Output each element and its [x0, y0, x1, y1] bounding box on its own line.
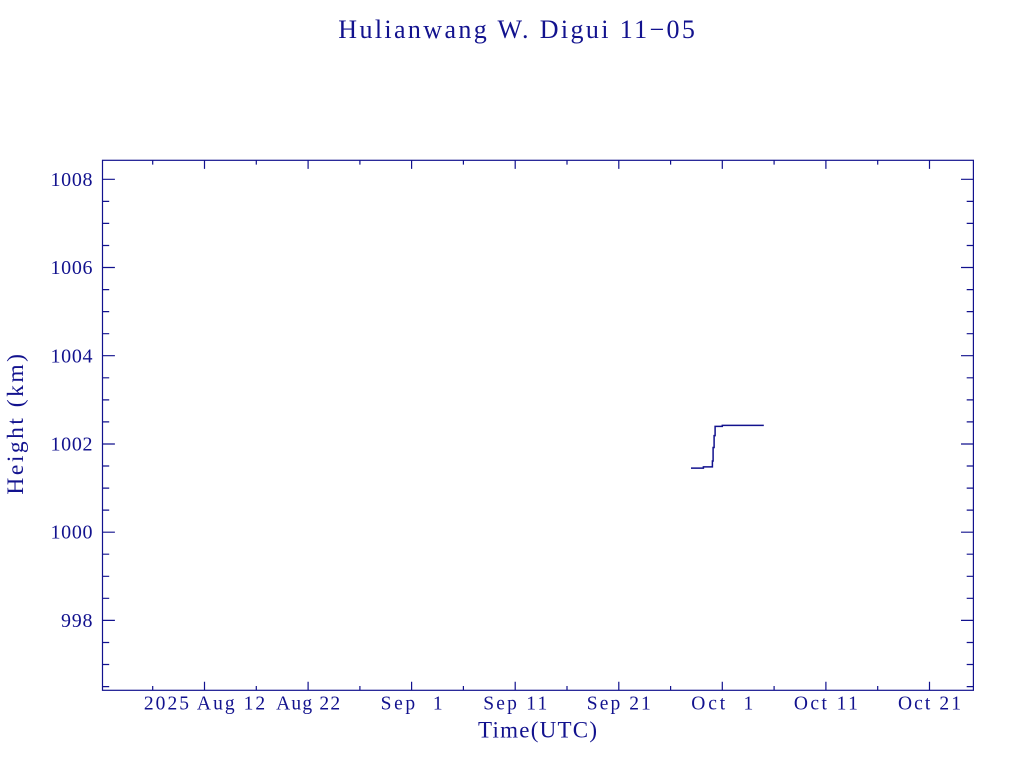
svg-text:Height (km): Height (km)	[3, 354, 29, 495]
svg-text:Sep 11: Sep 11	[483, 693, 547, 714]
svg-text:1004: 1004	[51, 345, 93, 367]
svg-text:Time(UTC): Time(UTC)	[478, 718, 597, 743]
svg-text:Hulianwang W. Digui 11−05: Hulianwang W. Digui 11−05	[338, 15, 695, 44]
svg-text:Sep 1: Sep 1	[381, 693, 443, 714]
svg-text:Sep 21: Sep 21	[587, 693, 651, 714]
svg-text:998: 998	[61, 610, 93, 632]
svg-text:Oct 11: Oct 11	[794, 693, 858, 714]
svg-text:1008: 1008	[51, 169, 93, 191]
svg-text:1002: 1002	[51, 434, 93, 456]
svg-text:Aug 22: Aug 22	[276, 693, 340, 714]
svg-text:1000: 1000	[51, 522, 93, 544]
svg-text:2025 Aug 12: 2025 Aug 12	[144, 693, 265, 714]
svg-text:1006: 1006	[51, 257, 93, 279]
svg-text:Oct 1: Oct 1	[691, 693, 753, 714]
svg-text:Oct 21: Oct 21	[898, 693, 961, 714]
